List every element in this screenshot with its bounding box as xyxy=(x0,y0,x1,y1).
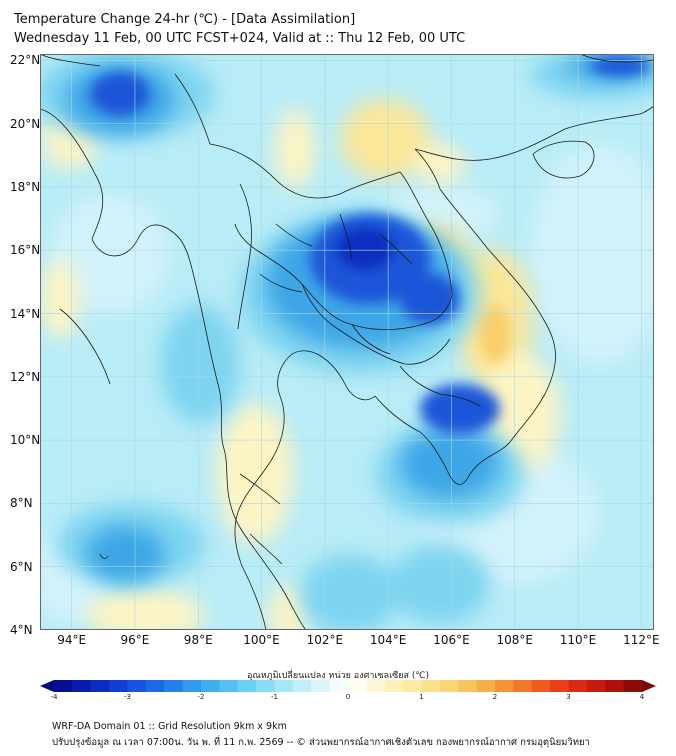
colorbar-segment xyxy=(292,680,312,692)
lon-label-94e: 94°E xyxy=(57,633,87,647)
colorbar-max-arrow xyxy=(642,680,656,692)
colorbar-segment xyxy=(513,680,533,692)
coastlines-and-borders xyxy=(40,54,654,630)
lat-label-16n: 16°N xyxy=(10,243,41,258)
colorbar-segment xyxy=(531,680,551,692)
lat-label-12n: 12°N xyxy=(10,369,41,384)
temperature-map xyxy=(40,54,654,630)
footer-credit: ปรับปรุงข้อมูล ณ เวลา 07:00น. วัน พ. ที่… xyxy=(52,737,590,748)
colorbar-segment xyxy=(421,680,441,692)
colorbar-segment xyxy=(403,680,422,692)
colorbar-tick-label: 2 xyxy=(492,693,498,701)
colorbar-segment xyxy=(90,680,110,692)
colorbar-segment xyxy=(348,680,367,692)
footer-model-info: WRF-DA Domain 01 :: Grid Resolution 9km … xyxy=(52,721,287,732)
colorbar-segment xyxy=(145,680,165,692)
colorbar-segment xyxy=(458,680,478,692)
colorbar-segment xyxy=(439,680,459,692)
lon-label-110e: 110°E xyxy=(559,633,597,647)
colorbar-segment xyxy=(109,680,128,692)
colorbar-segment xyxy=(605,680,625,692)
colorbar-segment xyxy=(366,680,386,692)
lon-label-112e: 112°E xyxy=(623,633,660,647)
colorbar-segment xyxy=(274,680,294,692)
colorbar-segment xyxy=(384,680,404,692)
lat-label-8n: 8°N xyxy=(10,496,33,511)
colorbar-segment xyxy=(72,680,92,692)
colorbar-title: อุณหภูมิเปลี่ยนแปลง หน่วย องศาเซลเซียส (… xyxy=(246,671,430,681)
colorbar-tick-label: -1 xyxy=(271,693,278,701)
map-frame xyxy=(40,54,654,630)
colorbar-segment xyxy=(219,680,239,692)
colorbar-segment xyxy=(623,680,643,692)
colorbar-segment xyxy=(329,680,349,692)
map-area xyxy=(40,54,654,630)
colorbar-segment xyxy=(476,680,496,692)
colorbar-tick-label: 0 xyxy=(345,693,351,701)
colorbar-segment xyxy=(237,680,257,692)
colorbar-tick-label: 1 xyxy=(419,693,424,701)
lat-label-18n: 18°N xyxy=(10,179,41,194)
colorbar-segment xyxy=(256,680,275,692)
colorbar-segment xyxy=(201,680,220,692)
lat-label-14n: 14°N xyxy=(10,306,41,321)
colorbar-segment xyxy=(54,680,73,692)
lat-label-20n: 20°N xyxy=(10,116,41,131)
lat-label-4n: 4°N xyxy=(10,623,33,637)
colorbar-tick-label: -2 xyxy=(197,693,205,701)
chart-title-line1: Temperature Change 24-hr (℃) - [Data Ass… xyxy=(14,12,356,27)
lon-label-104e: 104°E xyxy=(369,633,407,647)
colorbar-segment xyxy=(568,680,588,692)
lat-label-6n: 6°N xyxy=(10,559,33,574)
colorbar-segment xyxy=(586,680,606,692)
lat-lon-gridlines xyxy=(40,54,654,630)
colorbar-segment xyxy=(550,680,569,692)
colorbar-segment xyxy=(164,680,184,692)
lat-label-10n: 10°N xyxy=(10,433,41,448)
colorbar-tick-label: 4 xyxy=(639,693,645,701)
colorbar xyxy=(40,680,656,692)
colorbar-segment xyxy=(495,680,514,692)
colorbar-tick-label: 3 xyxy=(566,693,571,701)
colorbar-tick-label: -4 xyxy=(50,693,58,701)
lon-label-96e: 96°E xyxy=(120,633,150,647)
colorbar-min-arrow xyxy=(40,680,54,692)
colorbar-segment xyxy=(127,680,147,692)
lat-label-22n: 22°N xyxy=(10,53,41,68)
colorbar-segment xyxy=(182,680,202,692)
colorbar-tick-label: -3 xyxy=(124,693,131,701)
lon-label-102e: 102°E xyxy=(306,633,344,647)
lon-label-100e: 100°E xyxy=(243,633,280,647)
lon-label-98e: 98°E xyxy=(183,633,213,647)
lon-label-108e: 108°E xyxy=(496,633,533,647)
lon-label-106e: 106°E xyxy=(433,633,470,647)
colorbar-segment xyxy=(311,680,331,692)
chart-title-line2: Wednesday 11 Feb, 00 UTC FCST+024, Valid… xyxy=(14,31,466,46)
